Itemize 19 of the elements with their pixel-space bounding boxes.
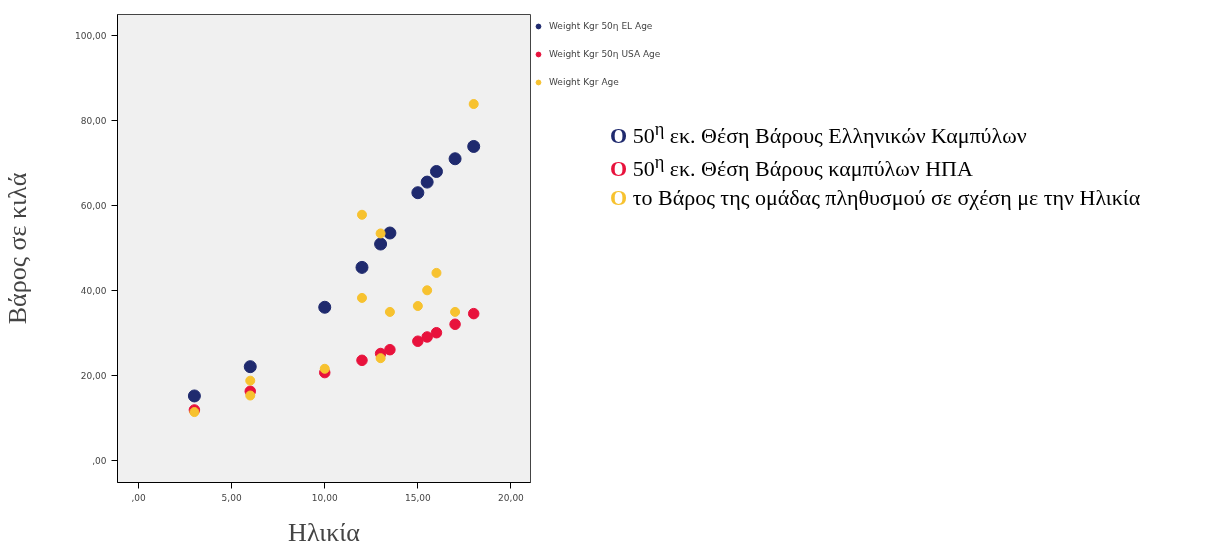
x-tick-label: 20,00 — [498, 492, 525, 503]
x-tick-label: 15,00 — [404, 492, 431, 503]
text: O 50$^{η}$ εκ. Θέση Βάρους Ελληνικών Καμπύλων — [610, 118, 1028, 151]
y-tick-label: 80,00 — [80, 116, 107, 127]
legend-label: Weight Kgr 50η USA Age — [549, 48, 661, 60]
legend-label: Weight Kgr 50η EL Age — [549, 20, 653, 32]
x-tick-label: ,00 — [131, 492, 146, 503]
text: O το Βάρος της ομάδας πληθυσμού σε σχέση με την Ηλικία — [610, 183, 1141, 212]
legend-label: Weight Kgr Age — [549, 76, 619, 88]
x-axis-title: Ηλικία — [288, 517, 361, 547]
text: O 50$^{η}$ εκ. Θέση Βάρους καμπύλων ΗΠΑ — [610, 150, 974, 184]
y-tick-label: 20,00 — [80, 370, 107, 381]
y-tick-label: 40,00 — [80, 285, 107, 296]
y-tick-label: ,00 — [92, 455, 107, 466]
y-axis-title: Βάρος σε κιλά — [3, 172, 33, 325]
y-tick-label: 60,00 — [80, 200, 107, 211]
y-tick-label: 100,00 — [75, 31, 107, 42]
x-tick-label: 5,00 — [221, 492, 242, 503]
x-tick-label: 10,00 — [311, 492, 338, 503]
